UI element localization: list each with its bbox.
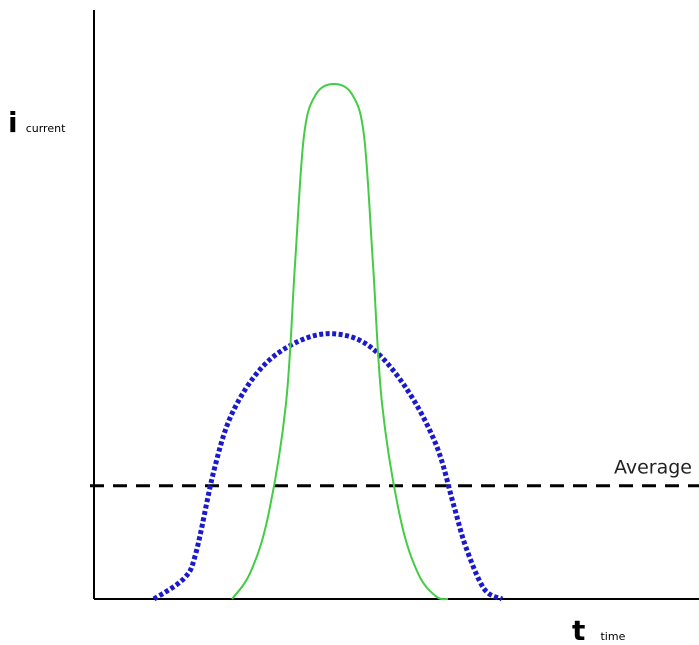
series-line-solid xyxy=(231,82,449,601)
y-axis-symbol: i xyxy=(8,106,18,139)
average-label: Average xyxy=(614,457,692,479)
series-line-dotted xyxy=(152,331,504,602)
axes xyxy=(93,10,699,600)
x-axis-label: t time xyxy=(572,614,626,645)
y-axis-label: i current xyxy=(8,106,66,139)
series-group xyxy=(152,82,504,602)
reference-lines: Average xyxy=(90,457,699,488)
x-axis-symbol: t xyxy=(572,614,585,645)
x-axis-subscript: time xyxy=(600,630,625,643)
y-axis-subscript: current xyxy=(26,122,66,135)
axis-labels: i current t time xyxy=(8,106,626,645)
